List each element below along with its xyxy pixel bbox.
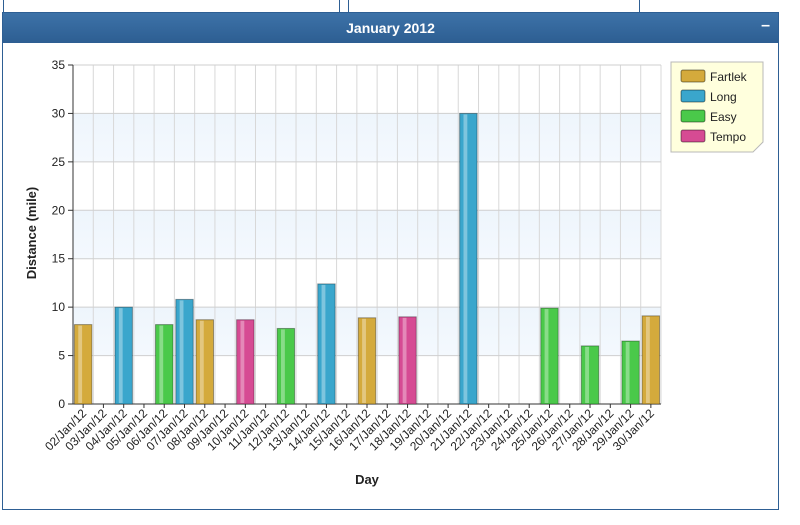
x-axis-title: Day	[355, 472, 380, 487]
bar-long-04/Jan/12[interactable]	[114, 306, 133, 405]
bar-easy-06/Jan/12[interactable]	[155, 324, 174, 405]
legend-swatch-easy	[680, 109, 706, 123]
legend-label-fartlek: Fartlek	[710, 70, 748, 84]
y-tick-label: 10	[52, 300, 66, 314]
bar-easy-25/Jan/12[interactable]	[540, 307, 559, 405]
grid-band	[73, 210, 661, 259]
panel-header: January 2012 –	[3, 13, 778, 43]
y-tick-label: 15	[52, 252, 66, 266]
bar-highlight	[78, 325, 83, 403]
bar-long-14/Jan/12[interactable]	[317, 283, 336, 405]
bar-tempo-10/Jan/12[interactable]	[236, 319, 255, 405]
bar-highlight	[159, 325, 164, 403]
bar-highlight	[544, 309, 549, 403]
legend-label-tempo: Tempo	[710, 130, 746, 144]
bar-easy-29/Jan/12[interactable]	[621, 340, 640, 405]
bar-highlight	[118, 308, 123, 403]
legend-swatch-fartlek	[680, 69, 706, 83]
collapse-button[interactable]: –	[761, 17, 770, 34]
y-tick-label: 5	[58, 349, 65, 363]
bar-highlight	[625, 342, 630, 403]
bar-long-07/Jan/12[interactable]	[175, 298, 194, 405]
bar-highlight	[321, 284, 326, 403]
bar-fartlek-02/Jan/12[interactable]	[73, 324, 93, 405]
bar-highlight	[362, 318, 366, 403]
y-axis-title: Distance (mile)	[24, 187, 39, 279]
bar-long-21/Jan/12[interactable]	[459, 112, 478, 405]
legend-box	[670, 61, 764, 153]
y-tick-label: 20	[52, 203, 66, 217]
legend-label-easy: Easy	[710, 110, 737, 124]
bar-highlight	[281, 329, 285, 403]
bar-highlight	[463, 114, 468, 403]
bar-highlight	[645, 316, 650, 403]
y-tick-label: 35	[52, 58, 66, 72]
bar-highlight	[402, 317, 407, 403]
bar-fartlek-08/Jan/12[interactable]	[195, 319, 215, 405]
bar-highlight	[179, 300, 184, 403]
bar-highlight	[585, 346, 589, 403]
chart-panel: January 2012 –	[2, 12, 779, 510]
bar-fartlek-16/Jan/12[interactable]	[357, 317, 377, 405]
grid-band	[73, 113, 661, 162]
bar-fartlek-30/Jan/12[interactable]	[641, 315, 661, 405]
y-tick-label: 0	[58, 397, 65, 411]
y-tick-label: 25	[52, 155, 66, 169]
bar-tempo-18/Jan/12[interactable]	[398, 316, 417, 405]
bar-easy-12/Jan/12[interactable]	[276, 327, 296, 405]
legend-swatch-long	[680, 89, 706, 103]
legend-label-long: Long	[710, 90, 737, 104]
bar-easy-27/Jan/12[interactable]	[580, 345, 600, 405]
panel-title: January 2012	[346, 20, 435, 36]
bar-highlight	[199, 320, 204, 403]
legend-swatch-tempo	[680, 129, 706, 143]
y-tick-label: 30	[52, 106, 66, 120]
bar-highlight	[240, 320, 245, 403]
